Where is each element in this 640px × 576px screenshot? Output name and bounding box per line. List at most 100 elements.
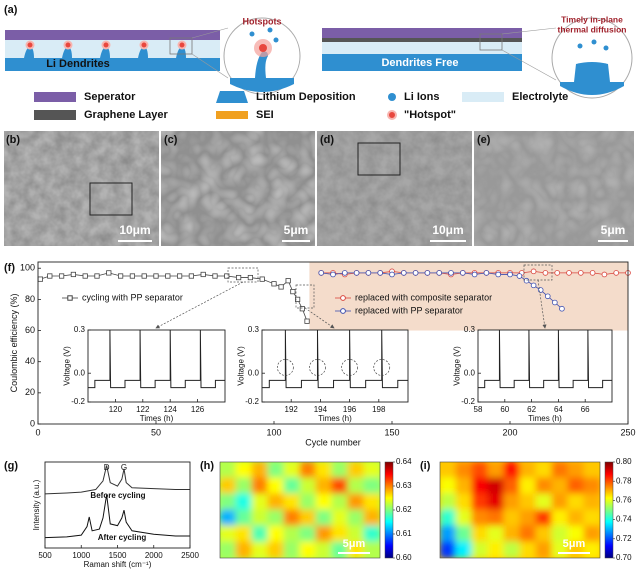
heatmap-cell xyxy=(220,493,237,511)
graphene-layer xyxy=(322,38,522,42)
heatmap-cell xyxy=(487,493,505,511)
x-tick-label: 122 xyxy=(136,405,150,414)
plot-area xyxy=(262,330,408,402)
marker xyxy=(613,270,619,276)
colorbar-tick-label: 0.74 xyxy=(616,515,632,524)
heatmap-cell xyxy=(519,477,537,495)
marker xyxy=(544,293,551,300)
heatmap-cell xyxy=(220,541,237,558)
heatmap-cell xyxy=(440,541,457,558)
electrolyte-layer xyxy=(322,42,522,54)
legend-label: Graphene Layer xyxy=(84,109,168,121)
hotspot xyxy=(63,40,73,50)
heatmap-cell xyxy=(503,477,521,495)
marker xyxy=(523,277,530,284)
heatmap-cell xyxy=(551,462,569,479)
heatmap-cells xyxy=(220,462,380,558)
heatmap-cell xyxy=(471,525,489,543)
heatmap-cell xyxy=(267,525,285,543)
marker xyxy=(278,284,284,290)
marker xyxy=(424,270,431,276)
zoom-line xyxy=(191,27,229,39)
heatmap-cell xyxy=(251,525,269,543)
legend-swatch xyxy=(34,110,76,120)
x-tick-label: 50 xyxy=(151,427,161,437)
heatmap-cell xyxy=(331,509,349,527)
x-tick-label: 66 xyxy=(581,405,590,414)
marker xyxy=(341,270,348,276)
highlight-circle xyxy=(277,359,294,376)
series-line xyxy=(44,494,190,539)
heatmap-cell xyxy=(487,525,505,543)
colorbar-tick-label: 0.76 xyxy=(616,496,632,505)
heatmap-cell xyxy=(503,493,521,511)
marker xyxy=(235,274,242,281)
heatmap-cell xyxy=(315,462,333,479)
marker xyxy=(94,273,100,279)
marker xyxy=(118,273,124,279)
heatmap-cell xyxy=(347,525,365,543)
y-axis-label: Voltage (V) xyxy=(452,346,461,386)
heatmap-cell xyxy=(220,462,237,479)
y-tick-label: -0.2 xyxy=(245,397,259,406)
zoom-box xyxy=(479,33,503,51)
legend-marker xyxy=(340,295,346,301)
marker xyxy=(566,270,572,276)
legend-label: Seperator xyxy=(84,91,136,103)
marker xyxy=(153,273,159,279)
heatmap-cell xyxy=(519,462,537,479)
legend-label: replaced with PP separator xyxy=(355,305,463,315)
marker xyxy=(106,270,112,276)
hotspot xyxy=(101,40,111,50)
plot-frame xyxy=(261,329,409,403)
marker xyxy=(294,296,301,302)
panel-label: (b) xyxy=(6,134,20,146)
heatmap-cell xyxy=(487,541,505,558)
y-tick-label: 0.0 xyxy=(248,368,260,377)
heatmap-cell xyxy=(251,462,269,479)
curve-label: Before cycling xyxy=(90,491,145,500)
marker xyxy=(459,270,466,276)
panel-label: (c) xyxy=(164,134,178,146)
series-line xyxy=(88,329,225,389)
legend-label: SEI xyxy=(256,109,274,121)
series-line xyxy=(262,329,408,389)
marker xyxy=(577,270,584,276)
heatmap-cell xyxy=(519,509,537,527)
x-axis-label: Raman shift (cm⁻¹) xyxy=(84,560,152,569)
zoom-box xyxy=(227,267,259,283)
sem-image xyxy=(317,131,472,246)
heatmap-cell xyxy=(235,462,253,479)
colorbar-tick-label: 0.64 xyxy=(396,457,412,466)
marker xyxy=(290,288,296,295)
x-tick-label: 250 xyxy=(620,427,635,437)
legend-swatch xyxy=(216,111,248,119)
marker xyxy=(330,271,336,278)
heatmap-cell xyxy=(235,525,253,543)
marker xyxy=(212,273,218,279)
x-tick-label: 500 xyxy=(38,551,52,560)
lithium-layer xyxy=(322,54,522,71)
zoom-ion xyxy=(577,43,583,49)
marker xyxy=(299,306,305,312)
peak-label: G xyxy=(121,463,127,472)
zoom-arrow xyxy=(304,307,335,329)
marker xyxy=(82,273,88,279)
callout: Hotspots xyxy=(243,16,282,26)
marker xyxy=(377,270,384,276)
heatmap-cell xyxy=(503,462,521,479)
marker xyxy=(318,270,325,276)
zoom-line xyxy=(501,27,557,35)
marker xyxy=(353,270,360,276)
hotspots xyxy=(25,40,187,50)
heatmap-cell xyxy=(471,509,489,527)
marker xyxy=(141,273,147,279)
heatmap-cell xyxy=(315,525,333,543)
colorbar-tick-label: 0.72 xyxy=(616,534,632,543)
heatmap-cell xyxy=(299,462,317,479)
heatmap-cell xyxy=(455,509,473,527)
legend-swatch xyxy=(216,91,248,103)
heatmap-cell xyxy=(220,477,237,495)
marker xyxy=(165,273,171,279)
